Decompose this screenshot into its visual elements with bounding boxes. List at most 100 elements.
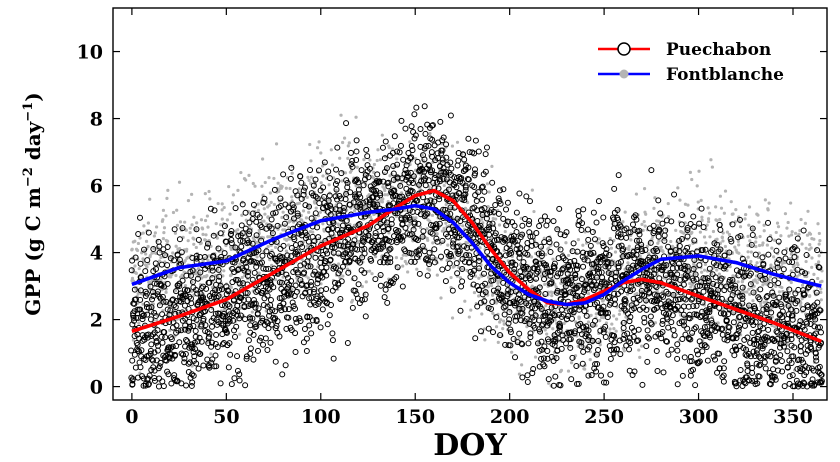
data-point-puechabon — [459, 278, 466, 285]
data-point-fontblanche — [601, 298, 606, 302]
data-point-fontblanche — [330, 163, 335, 167]
data-point-puechabon — [306, 322, 313, 329]
data-point-fontblanche — [747, 287, 751, 291]
data-point-puechabon — [181, 302, 188, 309]
data-point-puechabon — [163, 298, 170, 305]
data-point-fontblanche — [772, 255, 776, 259]
data-point-puechabon — [465, 135, 472, 142]
data-point-puechabon — [245, 337, 252, 344]
data-point-fontblanche — [681, 324, 685, 328]
data-point-fontblanche — [175, 208, 179, 212]
data-point-fontblanche — [789, 252, 793, 256]
data-point-fontblanche — [563, 285, 567, 289]
data-point-fontblanche — [486, 285, 490, 289]
data-point-fontblanche — [598, 318, 602, 323]
data-point-fontblanche — [706, 219, 711, 224]
data-point-puechabon — [195, 365, 202, 372]
data-point-fontblanche — [446, 243, 450, 247]
data-point-fontblanche — [816, 222, 820, 226]
data-point-fontblanche — [768, 275, 773, 279]
data-point-fontblanche — [736, 280, 740, 284]
data-point-fontblanche — [164, 214, 168, 218]
data-point-fontblanche — [142, 224, 146, 228]
data-point-puechabon — [155, 383, 162, 390]
data-point-puechabon — [136, 214, 143, 221]
data-point-puechabon — [481, 188, 488, 195]
data-point-puechabon — [162, 334, 169, 341]
data-point-fontblanche — [200, 226, 204, 230]
data-point-puechabon — [171, 352, 178, 359]
data-point-puechabon — [135, 230, 142, 237]
data-point-puechabon — [305, 238, 312, 245]
data-point-fontblanche — [819, 290, 823, 295]
data-point-puechabon — [382, 286, 389, 293]
data-point-fontblanche — [154, 225, 159, 229]
data-point-fontblanche — [378, 158, 383, 162]
data-point-fontblanche — [251, 181, 255, 186]
data-point-fontblanche — [321, 222, 325, 226]
data-point-fontblanche — [819, 287, 823, 291]
data-point-fontblanche — [730, 212, 734, 216]
data-point-puechabon — [247, 345, 254, 352]
data-point-fontblanche — [315, 146, 320, 150]
data-point-fontblanche — [640, 344, 644, 348]
data-point-fontblanche — [249, 227, 254, 231]
data-point-fontblanche — [207, 189, 211, 194]
data-point-fontblanche — [180, 273, 184, 277]
data-point-puechabon — [255, 305, 262, 312]
data-point-fontblanche — [503, 229, 507, 234]
data-point-puechabon — [145, 381, 152, 388]
data-point-fontblanche — [262, 207, 266, 211]
data-point-fontblanche — [544, 253, 548, 257]
data-point-fontblanche — [194, 227, 198, 232]
data-point-fontblanche — [763, 198, 767, 202]
data-point-puechabon — [137, 296, 144, 303]
data-point-puechabon — [168, 380, 175, 387]
data-point-puechabon — [410, 129, 417, 136]
data-point-puechabon — [236, 377, 243, 384]
data-point-puechabon — [217, 380, 224, 387]
data-point-puechabon — [279, 371, 286, 378]
data-point-fontblanche — [240, 275, 244, 280]
data-point-fontblanche — [301, 240, 305, 244]
data-point-fontblanche — [595, 353, 599, 357]
data-point-puechabon — [170, 302, 177, 309]
data-point-puechabon — [447, 112, 454, 119]
data-point-fontblanche — [642, 220, 646, 224]
data-point-fontblanche — [789, 269, 793, 273]
data-point-fontblanche — [186, 199, 191, 203]
data-point-puechabon — [607, 355, 614, 362]
data-point-fontblanche — [159, 255, 163, 260]
data-point-puechabon — [147, 283, 154, 290]
data-point-puechabon — [147, 347, 154, 354]
data-point-fontblanche — [700, 270, 704, 274]
data-point-fontblanche — [719, 247, 723, 252]
data-point-fontblanche — [450, 144, 455, 148]
data-point-fontblanche — [810, 265, 814, 269]
data-point-puechabon — [382, 138, 389, 145]
data-point-fontblanche — [311, 230, 315, 234]
data-point-puechabon — [439, 266, 446, 273]
data-point-fontblanche — [130, 248, 134, 252]
data-point-puechabon — [457, 307, 464, 314]
data-point-fontblanche — [257, 271, 261, 275]
data-point-fontblanche — [308, 142, 312, 147]
data-point-puechabon — [158, 333, 165, 340]
data-point-fontblanche — [255, 240, 259, 244]
data-point-puechabon — [402, 125, 409, 132]
data-point-fontblanche — [727, 251, 731, 255]
data-point-puechabon — [525, 221, 532, 228]
data-point-puechabon — [485, 325, 492, 332]
data-point-puechabon — [319, 306, 326, 313]
data-point-fontblanche — [551, 327, 555, 331]
data-point-fontblanche — [688, 170, 693, 174]
data-point-fontblanche — [759, 301, 763, 305]
data-point-puechabon — [343, 120, 350, 127]
data-point-fontblanche — [231, 193, 236, 197]
data-point-puechabon — [154, 288, 161, 295]
data-point-fontblanche — [762, 229, 766, 233]
data-point-puechabon — [131, 333, 138, 340]
data-point-puechabon — [137, 364, 144, 371]
data-point-fontblanche — [721, 231, 725, 235]
data-point-puechabon — [372, 233, 379, 240]
